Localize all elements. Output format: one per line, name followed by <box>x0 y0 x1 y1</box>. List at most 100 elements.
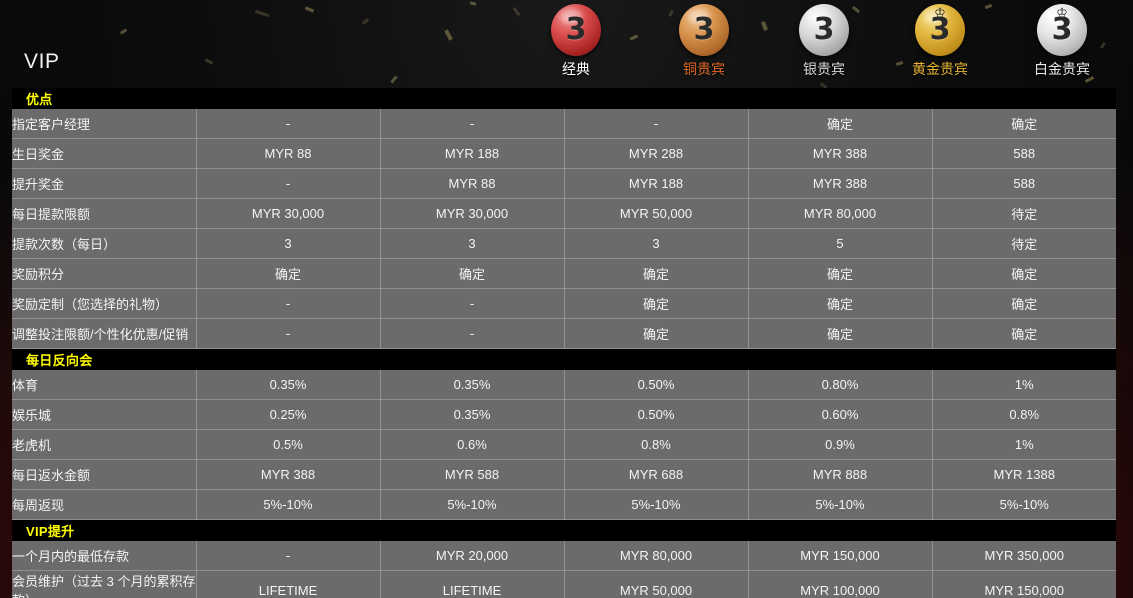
tier-badge-digit: 3 <box>929 12 951 47</box>
section-header-row: 每日反向会 <box>12 348 1116 370</box>
tier-header-gold[interactable]: ♔ 3 黄金贵宾 <box>882 4 998 88</box>
section-title: 每日反向会 <box>12 348 1116 370</box>
benefit-label: 提升奖金 <box>12 168 197 199</box>
benefit-value-platinum: 0.8% <box>932 399 1116 430</box>
benefit-value-classic: 3 <box>196 228 381 259</box>
benefit-value-bronze: 0.6% <box>380 429 565 460</box>
benefit-value-silver: 3 <box>564 228 749 259</box>
crown-icon: ♔ <box>934 5 946 20</box>
tier-label-bronze: 铜贵宾 <box>683 61 725 77</box>
benefit-value-silver: 0.50% <box>564 370 749 400</box>
table-row: 调整投注限额/个性化优惠/促销 - - 确定 确定 确定 <box>12 318 1116 349</box>
tier-badge-silver-icon: 3 <box>799 4 849 56</box>
benefit-value-bronze: 0.35% <box>380 370 565 400</box>
benefit-value-classic: 0.5% <box>196 429 381 460</box>
benefit-value-bronze: MYR 30,000 <box>380 198 565 229</box>
benefit-value-bronze: MYR 188 <box>380 138 565 169</box>
benefit-value-platinum: 588 <box>932 168 1116 199</box>
table-row: 老虎机 0.5% 0.6% 0.8% 0.9% 1% <box>12 429 1116 460</box>
benefit-value-silver: 确定 <box>564 258 749 289</box>
benefit-label: 老虎机 <box>12 429 197 460</box>
table-row: 奖励定制（您选择的礼物） - - 确定 确定 确定 <box>12 288 1116 319</box>
benefit-value-gold: 确定 <box>748 288 933 319</box>
table-row: 每周返现 5%-10% 5%-10% 5%-10% 5%-10% 5%-10% <box>12 489 1116 520</box>
tier-badge-digit: 3 <box>565 12 587 47</box>
tier-badge-gold-icon: ♔ 3 <box>915 4 965 56</box>
benefit-value-platinum: 确定 <box>932 288 1116 319</box>
benefit-value-silver: - <box>564 109 749 139</box>
benefit-label: 提款次数（每日） <box>12 228 197 259</box>
benefit-value-silver: MYR 188 <box>564 168 749 199</box>
tier-badge-classic-icon: 3 <box>551 4 601 56</box>
tier-label-gold: 黄金贵宾 <box>912 61 968 77</box>
benefit-value-silver: MYR 688 <box>564 459 749 490</box>
benefit-value-silver: 0.50% <box>564 399 749 430</box>
benefit-value-classic: - <box>196 288 381 319</box>
benefit-value-gold: MYR 888 <box>748 459 933 490</box>
tier-header-classic[interactable]: 3 经典 <box>512 4 640 88</box>
benefit-value-bronze: MYR 88 <box>380 168 565 199</box>
table-row: 提升奖金 - MYR 88 MYR 188 MYR 388 588 <box>12 168 1116 199</box>
benefit-value-gold: 确定 <box>748 258 933 289</box>
benefit-value-silver: 5%-10% <box>564 489 749 520</box>
table-row: 一个月内的最低存款 - MYR 20,000 MYR 80,000 MYR 150,00… <box>12 541 1116 571</box>
benefit-value-bronze: 3 <box>380 228 565 259</box>
tier-header-bronze[interactable]: 3 铜贵宾 <box>640 4 768 88</box>
tier-badge-digit: 3 <box>1051 12 1073 47</box>
benefit-value-classic: MYR 30,000 <box>196 198 381 229</box>
table-row: 提款次数（每日） 3 3 3 5 待定 <box>12 228 1116 259</box>
tier-label-platinum: 白金贵宾 <box>1034 61 1090 77</box>
benefit-value-gold: 确定 <box>748 109 933 139</box>
tier-badge-platinum-icon: ♔ 3 <box>1037 4 1087 56</box>
benefit-value-bronze: - <box>380 109 565 139</box>
benefit-value-silver: MYR 288 <box>564 138 749 169</box>
tier-header-silver[interactable]: 3 银贵宾 <box>766 4 882 88</box>
tier-badge-bronze-icon: 3 <box>679 4 729 56</box>
tier-header-platinum[interactable]: ♔ 3 白金贵宾 <box>998 4 1126 88</box>
benefit-label: 生日奖金 <box>12 138 197 169</box>
benefit-value-platinum: 5%-10% <box>932 489 1116 520</box>
benefit-value-platinum: 待定 <box>932 228 1116 259</box>
benefit-value-classic: LIFETIME <box>196 570 381 598</box>
benefit-value-classic: MYR 88 <box>196 138 381 169</box>
vip-benefits-table: 优点 指定客户经理 - - - 确定 确定 生日奖金 MYR 88 MYR 188 MYR 288 M… <box>12 88 1116 598</box>
vip-tier-header: VIP 3 经典 3 铜贵宾 3 银贵宾 ♔ 3 黄金贵宾 ♔ 3 白金贵宾 <box>0 0 1133 88</box>
benefit-value-platinum: 588 <box>932 138 1116 169</box>
table-row: 每日提款限额 MYR 30,000 MYR 30,000 MYR 50,000 MYR … <box>12 198 1116 229</box>
benefit-value-silver: MYR 80,000 <box>564 541 749 571</box>
benefit-value-platinum: 确定 <box>932 318 1116 349</box>
crown-icon: ♔ <box>1056 5 1068 20</box>
benefit-value-gold: 0.80% <box>748 370 933 400</box>
tier-badge-digit: 3 <box>813 12 835 47</box>
benefit-value-classic: 0.25% <box>196 399 381 430</box>
benefit-value-bronze: - <box>380 318 565 349</box>
benefit-label: 调整投注限额/个性化优惠/促销 <box>12 318 197 349</box>
benefit-value-bronze: 5%-10% <box>380 489 565 520</box>
benefit-label: 会员维护（过去 3 个月的累积存款） <box>12 570 197 598</box>
benefit-value-gold: MYR 100,000 <box>748 570 933 598</box>
benefit-value-gold: 5 <box>748 228 933 259</box>
benefit-label: 娱乐城 <box>12 399 197 430</box>
benefit-value-platinum: 待定 <box>932 198 1116 229</box>
benefit-label: 每日提款限额 <box>12 198 197 229</box>
benefit-value-platinum: MYR 350,000 <box>932 541 1116 571</box>
benefit-value-classic: MYR 388 <box>196 459 381 490</box>
benefit-value-bronze: 0.35% <box>380 399 565 430</box>
benefit-value-platinum: MYR 1388 <box>932 459 1116 490</box>
tier-badge-digit: 3 <box>693 12 715 47</box>
benefit-value-gold: 0.9% <box>748 429 933 460</box>
tier-label-classic: 经典 <box>562 61 590 77</box>
benefit-value-silver: 确定 <box>564 318 749 349</box>
benefit-value-gold: 5%-10% <box>748 489 933 520</box>
table-row: 每日返水金额 MYR 388 MYR 588 MYR 688 MYR 888 MYR 13… <box>12 459 1116 490</box>
benefit-value-gold: MYR 388 <box>748 168 933 199</box>
benefit-value-bronze: - <box>380 288 565 319</box>
tier-label-silver: 银贵宾 <box>803 61 845 77</box>
benefit-value-classic: - <box>196 318 381 349</box>
benefit-value-platinum: 确定 <box>932 258 1116 289</box>
benefit-value-gold: MYR 388 <box>748 138 933 169</box>
benefit-value-classic: - <box>196 168 381 199</box>
benefit-value-gold: 确定 <box>748 318 933 349</box>
